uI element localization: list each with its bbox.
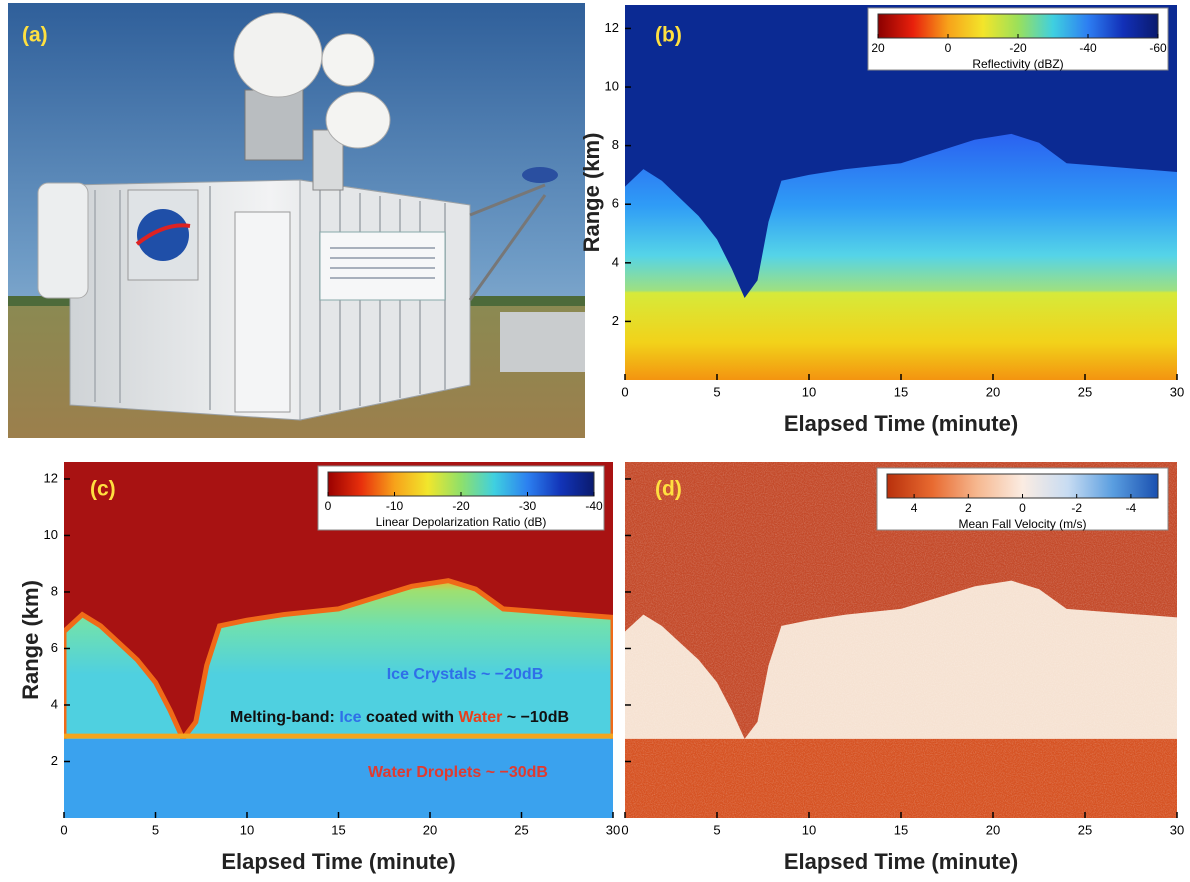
x-tick-label: 30: [1170, 384, 1184, 399]
x-tick-label: 5: [152, 822, 159, 837]
colorbar-tick-label: 4: [911, 501, 918, 515]
x-tick-label: 0: [60, 822, 67, 837]
colorbar-tick-label: 0: [325, 499, 332, 513]
annotation-part: Ice: [339, 709, 361, 726]
colorbar-tick-label: -20: [452, 499, 470, 513]
panel-label: (c): [90, 478, 116, 501]
colorbar-tick-label: -20: [1009, 41, 1027, 55]
annotation-part: Water Droplets ~ −30dB: [368, 764, 548, 781]
y-tick-label: 4: [51, 696, 58, 711]
x-tick-label: 30: [606, 822, 620, 837]
panel-label: (b): [655, 24, 682, 47]
annotation: Ice Crystals ~ −20dB: [387, 666, 544, 683]
y-tick-label: 6: [612, 196, 619, 211]
colorbar-tick-label: 20: [871, 41, 885, 55]
x-tick-label: 5: [713, 384, 720, 399]
x-tick-label: 20: [986, 384, 1000, 399]
x-tick-label: 25: [1078, 822, 1092, 837]
instrument: [522, 167, 558, 183]
door: [235, 212, 290, 412]
x-tick-label: 20: [423, 822, 437, 837]
enclosure: [38, 183, 88, 298]
annotation-part: coated with: [362, 709, 459, 726]
y-tick-label: 6: [51, 640, 58, 655]
annotation-part: Melting-band:: [230, 709, 339, 726]
photo: [8, 3, 585, 438]
y-tick-label: 12: [44, 470, 58, 485]
colorbar-tick-label: -40: [585, 499, 603, 513]
colorbar-tick-label: 2: [965, 501, 972, 515]
dish: [322, 34, 374, 86]
radar-box: [245, 90, 303, 160]
colorbar-label: Mean Fall Velocity (m/s): [958, 517, 1086, 531]
colorbar-tick-label: -60: [1149, 41, 1167, 55]
x-tick-label: 0: [621, 822, 628, 837]
x-tick-label: 5: [713, 822, 720, 837]
y-axis-label: Range (km): [579, 133, 604, 253]
x-tick-label: 20: [986, 822, 1000, 837]
y-tick-label: 10: [605, 78, 619, 93]
annotation-part: Water: [458, 709, 502, 726]
x-tick-label: 15: [894, 384, 908, 399]
y-tick-label: 8: [51, 583, 58, 598]
annotation: Water Droplets ~ −30dB: [368, 764, 548, 781]
x-tick-label: 15: [331, 822, 345, 837]
annotation-part: Ice Crystals ~ −20dB: [387, 666, 544, 683]
y-axis-label: Range (km): [18, 580, 43, 700]
y-tick-label: 10: [44, 527, 58, 542]
x-tick-label: 10: [802, 384, 816, 399]
colorbar-tick-label: 0: [1019, 501, 1026, 515]
y-tick-label: 2: [612, 313, 619, 328]
x-axis-label: Elapsed Time (minute): [221, 849, 455, 874]
x-tick-label: 10: [802, 822, 816, 837]
colorbar-tick-label: -2: [1071, 501, 1082, 515]
colorbar-tick-label: -30: [519, 499, 537, 513]
colorbar-tick-label: -40: [1079, 41, 1097, 55]
x-tick-label: 15: [894, 822, 908, 837]
x-tick-label: 30: [1170, 822, 1184, 837]
y-tick-label: 8: [612, 137, 619, 152]
annotation-part: ~ −10dB: [502, 709, 569, 726]
x-axis-label: Elapsed Time (minute): [784, 849, 1018, 874]
y-tick-label: 12: [605, 20, 619, 35]
colorbar-label: Linear Depolarization Ratio (dB): [376, 515, 547, 529]
dish: [326, 92, 390, 148]
page: {"photo":{"label":"(a)"}, "chart_data":[…: [0, 0, 1190, 877]
y-tick-label: 2: [51, 753, 58, 768]
colorbar-label: Reflectivity (dBZ): [972, 57, 1063, 71]
x-tick-label: 10: [240, 822, 254, 837]
x-tick-label: 25: [514, 822, 528, 837]
y-tick-label: 4: [612, 254, 619, 269]
colorbar-tick-label: 0: [945, 41, 952, 55]
colorbar-tick-label: -4: [1126, 501, 1137, 515]
x-axis-label: Elapsed Time (minute): [784, 411, 1018, 436]
panel-label: (a): [22, 24, 48, 47]
colorbar-tick-label: -10: [386, 499, 404, 513]
annotation: Melting-band: Ice coated with Water ~ −1…: [230, 709, 569, 726]
panel-label: (d): [655, 478, 682, 501]
x-tick-label: 25: [1078, 384, 1092, 399]
dish: [234, 13, 322, 97]
figure: (a) 05101520253024681012Elapsed Time (mi…: [0, 0, 1190, 877]
sign: [320, 232, 445, 300]
fence: [500, 312, 585, 372]
nasa-logo: [137, 209, 189, 261]
x-tick-label: 0: [621, 384, 628, 399]
